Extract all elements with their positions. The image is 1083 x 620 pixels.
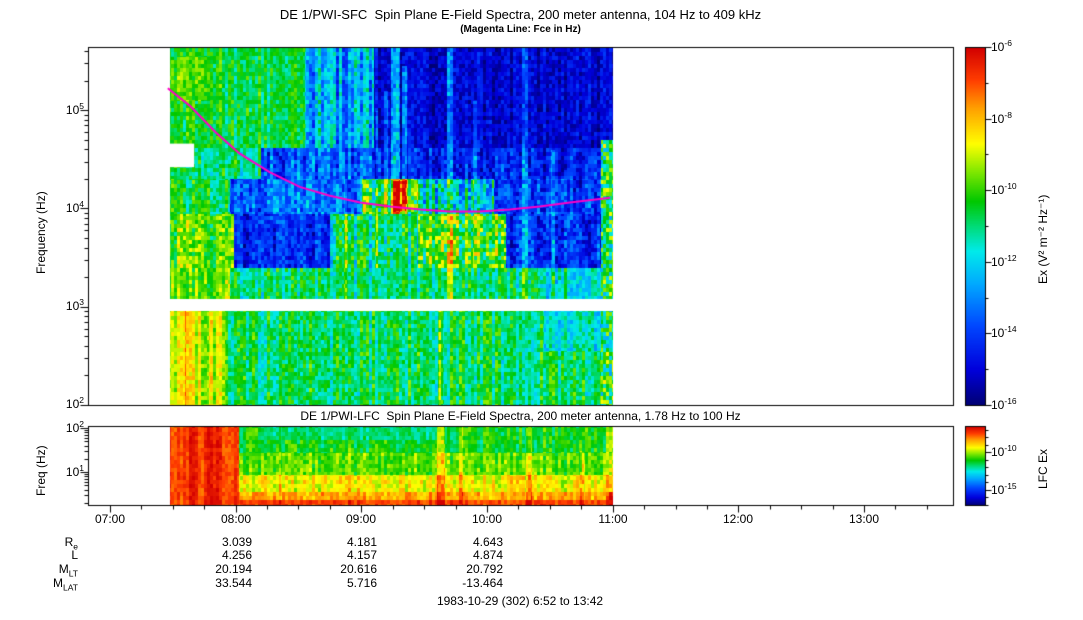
sfc-cbtick-1e-6: 10-6 xyxy=(991,38,1012,54)
lfc-ytick-1e1: 101 xyxy=(65,463,84,479)
mlt-value-1000: 20.792 xyxy=(466,562,503,576)
sfc-subtitle: (Magenta Line: Fce in Hz) xyxy=(460,24,581,35)
sfc-ytick-1e2: 102 xyxy=(65,395,84,411)
xtick-1300: 13:00 xyxy=(848,512,880,526)
sfc-ytick-1e3: 103 xyxy=(65,297,84,313)
mlat-value-0800: 33.544 xyxy=(215,576,252,590)
re-value-1000: 4.643 xyxy=(472,535,503,549)
lfc-ytick-1e2: 102 xyxy=(65,419,84,435)
re-value-0800: 3.039 xyxy=(221,535,252,549)
sfc-cbtick-1e-16: 10-16 xyxy=(991,396,1017,412)
mlt-value-0900: 20.616 xyxy=(340,562,377,576)
mlt-value-0800: 20.194 xyxy=(215,562,252,576)
sfc-ytick-1e4: 104 xyxy=(65,199,84,215)
param-label-re: Re xyxy=(64,535,78,552)
l-value-0900: 4.157 xyxy=(346,548,377,562)
lfc-cbtick-1e-10: 10-10 xyxy=(991,443,1017,459)
date-range-caption: 1983-10-29 (302) 6:52 to 13:42 xyxy=(436,594,604,608)
xtick-1200: 12:00 xyxy=(722,512,754,526)
xtick-1100: 11:00 xyxy=(598,512,628,526)
xtick-0900: 09:00 xyxy=(345,512,377,526)
l-value-0800: 4.256 xyxy=(221,548,252,562)
lfc-title: DE 1/PWI-LFC Spin Plane E-Field Spectra,… xyxy=(300,409,741,423)
sfc-title: DE 1/PWI-SFC Spin Plane E-Field Spectra,… xyxy=(279,7,762,22)
xtick-0800: 08:00 xyxy=(220,512,252,526)
sfc-cbtick-1e-10: 10-10 xyxy=(991,181,1017,197)
sfc-colorbar-label: Ex (V² m⁻² Hz⁻¹) xyxy=(1036,194,1050,284)
l-value-1000: 4.874 xyxy=(472,548,503,562)
re-value-0900: 4.181 xyxy=(346,535,377,549)
xtick-1000: 10:00 xyxy=(471,512,503,526)
sfc-cbtick-1e-14: 10-14 xyxy=(991,324,1017,340)
param-label-mlat: MLAT xyxy=(53,576,78,593)
lfc-cbtick-1e-15: 10-15 xyxy=(991,481,1017,497)
mlat-value-0900: 5.716 xyxy=(346,576,377,590)
sfc-ytick-1e5: 105 xyxy=(65,101,84,117)
mlat-value-1000: -13.464 xyxy=(462,576,503,590)
xtick-0700: 07:00 xyxy=(94,512,126,526)
param-label-l: L xyxy=(71,548,78,562)
param-label-mlt: MLT xyxy=(58,562,78,579)
sfc-cbtick-1e-12: 10-12 xyxy=(991,253,1017,269)
sfc-cbtick-1e-8: 10-8 xyxy=(991,110,1012,126)
